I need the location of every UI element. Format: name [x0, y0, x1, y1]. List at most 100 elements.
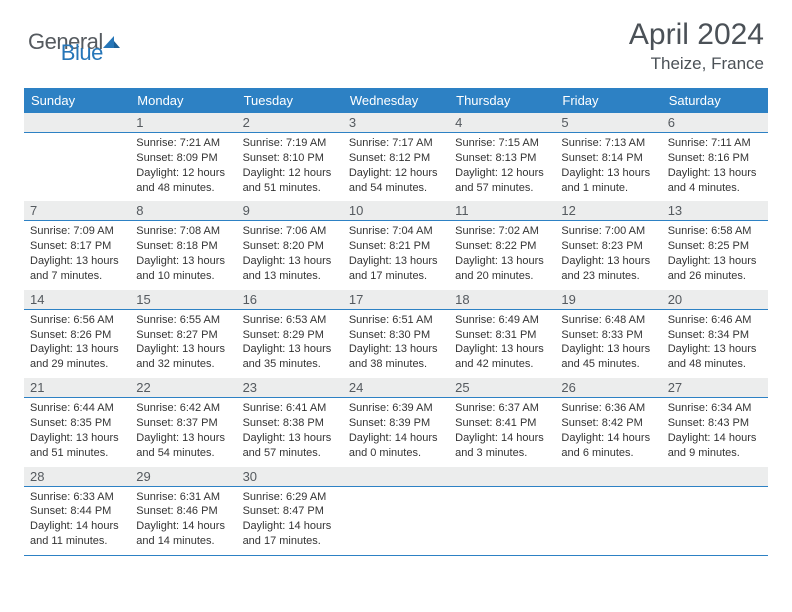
daylight-line: Daylight: 13 hours and 54 minutes. — [136, 431, 230, 461]
day-cell: Sunrise: 6:46 AMSunset: 8:34 PMDaylight:… — [662, 309, 768, 378]
sunset-line: Sunset: 8:21 PM — [349, 239, 443, 254]
day-number-cell — [343, 467, 449, 487]
day-cell: Sunrise: 7:15 AMSunset: 8:13 PMDaylight:… — [449, 133, 555, 202]
logo: General Blue — [28, 18, 103, 66]
sunset-line: Sunset: 8:46 PM — [136, 504, 230, 519]
day-cell: Sunrise: 7:21 AMSunset: 8:09 PMDaylight:… — [130, 133, 236, 202]
day-cell: Sunrise: 6:36 AMSunset: 8:42 PMDaylight:… — [555, 398, 661, 467]
daylight-line: Daylight: 13 hours and 4 minutes. — [668, 166, 762, 196]
day-of-week-header: Tuesday — [237, 88, 343, 113]
week-content-row: Sunrise: 6:33 AMSunset: 8:44 PMDaylight:… — [24, 486, 768, 555]
sunset-line: Sunset: 8:14 PM — [561, 151, 655, 166]
sunrise-line: Sunrise: 7:08 AM — [136, 224, 230, 239]
day-number-cell: 18 — [449, 290, 555, 310]
sunset-line: Sunset: 8:42 PM — [561, 416, 655, 431]
sunrise-line: Sunrise: 7:19 AM — [243, 136, 337, 151]
sunset-line: Sunset: 8:47 PM — [243, 504, 337, 519]
day-cell: Sunrise: 7:02 AMSunset: 8:22 PMDaylight:… — [449, 221, 555, 290]
day-cell: Sunrise: 7:19 AMSunset: 8:10 PMDaylight:… — [237, 133, 343, 202]
week-content-row: Sunrise: 7:21 AMSunset: 8:09 PMDaylight:… — [24, 133, 768, 202]
day-cell: Sunrise: 6:58 AMSunset: 8:25 PMDaylight:… — [662, 221, 768, 290]
day-number-cell: 16 — [237, 290, 343, 310]
sunset-line: Sunset: 8:16 PM — [668, 151, 762, 166]
sunrise-line: Sunrise: 7:15 AM — [455, 136, 549, 151]
daylight-line: Daylight: 13 hours and 38 minutes. — [349, 342, 443, 372]
day-cell: Sunrise: 6:51 AMSunset: 8:30 PMDaylight:… — [343, 309, 449, 378]
logo-mark-icon — [103, 35, 121, 49]
daylight-line: Daylight: 13 hours and 35 minutes. — [243, 342, 337, 372]
daylight-line: Daylight: 13 hours and 29 minutes. — [30, 342, 124, 372]
day-cell — [343, 486, 449, 555]
day-number-cell: 25 — [449, 378, 555, 398]
sunset-line: Sunset: 8:33 PM — [561, 328, 655, 343]
day-number-cell: 23 — [237, 378, 343, 398]
day-number-cell: 29 — [130, 467, 236, 487]
sunset-line: Sunset: 8:29 PM — [243, 328, 337, 343]
day-number-cell: 9 — [237, 201, 343, 221]
day-cell: Sunrise: 6:44 AMSunset: 8:35 PMDaylight:… — [24, 398, 130, 467]
daylight-line: Daylight: 13 hours and 17 minutes. — [349, 254, 443, 284]
day-cell: Sunrise: 6:53 AMSunset: 8:29 PMDaylight:… — [237, 309, 343, 378]
sunrise-line: Sunrise: 6:56 AM — [30, 313, 124, 328]
sunrise-line: Sunrise: 6:44 AM — [30, 401, 124, 416]
sunrise-line: Sunrise: 6:58 AM — [668, 224, 762, 239]
daylight-line: Daylight: 13 hours and 23 minutes. — [561, 254, 655, 284]
day-cell: Sunrise: 6:31 AMSunset: 8:46 PMDaylight:… — [130, 486, 236, 555]
sunrise-line: Sunrise: 6:48 AM — [561, 313, 655, 328]
sunset-line: Sunset: 8:34 PM — [668, 328, 762, 343]
day-number-cell: 24 — [343, 378, 449, 398]
sunset-line: Sunset: 8:31 PM — [455, 328, 549, 343]
daylight-line: Daylight: 14 hours and 11 minutes. — [30, 519, 124, 549]
day-cell: Sunrise: 6:41 AMSunset: 8:38 PMDaylight:… — [237, 398, 343, 467]
day-of-week-header: Monday — [130, 88, 236, 113]
day-cell: Sunrise: 7:13 AMSunset: 8:14 PMDaylight:… — [555, 133, 661, 202]
sunrise-line: Sunrise: 6:46 AM — [668, 313, 762, 328]
sunrise-line: Sunrise: 6:51 AM — [349, 313, 443, 328]
sunrise-line: Sunrise: 7:11 AM — [668, 136, 762, 151]
day-cell: Sunrise: 7:06 AMSunset: 8:20 PMDaylight:… — [237, 221, 343, 290]
sunset-line: Sunset: 8:10 PM — [243, 151, 337, 166]
daylight-line: Daylight: 12 hours and 54 minutes. — [349, 166, 443, 196]
sunset-line: Sunset: 8:13 PM — [455, 151, 549, 166]
day-cell: Sunrise: 6:34 AMSunset: 8:43 PMDaylight:… — [662, 398, 768, 467]
daylight-line: Daylight: 13 hours and 26 minutes. — [668, 254, 762, 284]
day-number-cell — [449, 467, 555, 487]
day-cell: Sunrise: 7:00 AMSunset: 8:23 PMDaylight:… — [555, 221, 661, 290]
sunset-line: Sunset: 8:18 PM — [136, 239, 230, 254]
week-content-row: Sunrise: 6:56 AMSunset: 8:26 PMDaylight:… — [24, 309, 768, 378]
day-number-row: 14151617181920 — [24, 290, 768, 310]
day-number-cell: 5 — [555, 113, 661, 133]
day-number-cell: 20 — [662, 290, 768, 310]
sunrise-line: Sunrise: 7:04 AM — [349, 224, 443, 239]
day-cell: Sunrise: 7:17 AMSunset: 8:12 PMDaylight:… — [343, 133, 449, 202]
day-number-cell: 26 — [555, 378, 661, 398]
daylight-line: Daylight: 13 hours and 10 minutes. — [136, 254, 230, 284]
daylight-line: Daylight: 14 hours and 17 minutes. — [243, 519, 337, 549]
sunrise-line: Sunrise: 7:06 AM — [243, 224, 337, 239]
sunrise-line: Sunrise: 7:02 AM — [455, 224, 549, 239]
day-cell: Sunrise: 6:55 AMSunset: 8:27 PMDaylight:… — [130, 309, 236, 378]
day-number-row: 123456 — [24, 113, 768, 133]
location: Theize, France — [629, 54, 764, 74]
day-of-week-header: Friday — [555, 88, 661, 113]
day-number-cell: 22 — [130, 378, 236, 398]
day-of-week-header: Wednesday — [343, 88, 449, 113]
sunrise-line: Sunrise: 6:41 AM — [243, 401, 337, 416]
day-number-cell: 15 — [130, 290, 236, 310]
sunset-line: Sunset: 8:39 PM — [349, 416, 443, 431]
day-cell: Sunrise: 7:04 AMSunset: 8:21 PMDaylight:… — [343, 221, 449, 290]
sunrise-line: Sunrise: 7:13 AM — [561, 136, 655, 151]
day-number-row: 21222324252627 — [24, 378, 768, 398]
sunrise-line: Sunrise: 6:49 AM — [455, 313, 549, 328]
sunset-line: Sunset: 8:25 PM — [668, 239, 762, 254]
sunrise-line: Sunrise: 6:33 AM — [30, 490, 124, 505]
daylight-line: Daylight: 13 hours and 13 minutes. — [243, 254, 337, 284]
day-number-cell: 4 — [449, 113, 555, 133]
day-number-row: 78910111213 — [24, 201, 768, 221]
calendar-table: SundayMondayTuesdayWednesdayThursdayFrid… — [24, 88, 768, 556]
day-cell — [555, 486, 661, 555]
day-number-cell — [555, 467, 661, 487]
daylight-line: Daylight: 14 hours and 14 minutes. — [136, 519, 230, 549]
day-number-cell: 2 — [237, 113, 343, 133]
day-number-cell: 19 — [555, 290, 661, 310]
